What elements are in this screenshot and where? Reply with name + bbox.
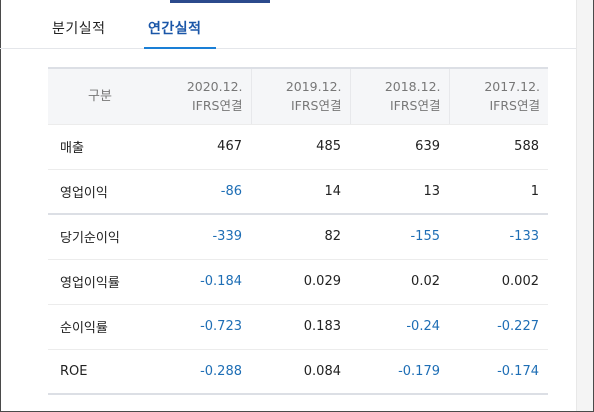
cell-value: 82 bbox=[251, 214, 350, 260]
row-label-net-margin: 순이익률 bbox=[48, 304, 152, 350]
cell-value: 639 bbox=[350, 124, 449, 170]
cell-value: 467 bbox=[152, 124, 251, 170]
row-label-operating-margin: 영업이익률 bbox=[48, 259, 152, 305]
cell-value: 0.084 bbox=[251, 349, 350, 395]
row-label-net-income: 당기순이익 bbox=[48, 214, 152, 260]
cell-value: -86 bbox=[152, 169, 251, 215]
header-basis: IFRS연결 bbox=[489, 98, 541, 114]
row-label-roe: ROE bbox=[48, 349, 152, 395]
header-period: 2020.12. bbox=[186, 79, 243, 95]
top-accent-bar bbox=[170, 0, 270, 3]
tab-quarterly-results[interactable]: 분기실적 bbox=[52, 21, 106, 37]
cell-value: 0.02 bbox=[350, 259, 449, 305]
cell-value: 13 bbox=[350, 169, 449, 215]
cell-value: -0.24 bbox=[350, 304, 449, 350]
cell-value: -0.174 bbox=[449, 349, 548, 395]
cell-value: -0.723 bbox=[152, 304, 251, 350]
table-row: ROE -0.288 0.084 -0.179 -0.174 bbox=[48, 349, 548, 395]
cell-value: -0.288 bbox=[152, 349, 251, 395]
header-period: 2017.12. bbox=[484, 79, 540, 95]
cell-value: -0.179 bbox=[350, 349, 449, 395]
header-basis: IFRS연결 bbox=[192, 98, 243, 114]
cell-value: 0.183 bbox=[251, 304, 350, 350]
cell-value: 1 bbox=[449, 169, 548, 215]
header-col-2017: 2017.12. IFRS연결 bbox=[448, 67, 548, 125]
cell-value: 0.002 bbox=[449, 259, 548, 305]
row-label-operating-profit: 영업이익 bbox=[48, 169, 152, 215]
vertical-scrollbar[interactable] bbox=[576, 0, 593, 411]
header-basis: IFRS연결 bbox=[291, 98, 342, 114]
financial-results-table: 구분 2020.12. IFRS연결 2019.12. IFRS연결 2018.… bbox=[48, 67, 548, 395]
tab-annual-results[interactable]: 연간실적 bbox=[148, 21, 202, 37]
table-row: 영업이익 -86 14 13 1 bbox=[48, 169, 548, 215]
table-row: 당기순이익 -339 82 -155 -133 bbox=[48, 214, 548, 260]
cell-value: -0.227 bbox=[449, 304, 548, 350]
cell-value: -0.184 bbox=[152, 259, 251, 305]
header-col-2018: 2018.12. IFRS연결 bbox=[349, 67, 449, 125]
cell-value: 0.029 bbox=[251, 259, 350, 305]
cell-value: -133 bbox=[449, 214, 548, 260]
cell-value: -155 bbox=[350, 214, 449, 260]
header-category: 구분 bbox=[48, 67, 152, 125]
cell-value: -339 bbox=[152, 214, 251, 260]
cell-value: 14 bbox=[251, 169, 350, 215]
row-label-revenue: 매출 bbox=[48, 124, 152, 170]
cell-value: 588 bbox=[449, 124, 548, 170]
active-tab-indicator bbox=[144, 47, 216, 49]
header-col-2020: 2020.12. IFRS연결 bbox=[152, 67, 251, 125]
table-header-row: 구분 2020.12. IFRS연결 2019.12. IFRS연결 2018.… bbox=[48, 67, 548, 125]
header-basis: IFRS연결 bbox=[390, 98, 441, 114]
header-col-2019: 2019.12. IFRS연결 bbox=[250, 67, 350, 125]
table-row: 영업이익률 -0.184 0.029 0.02 0.002 bbox=[48, 259, 548, 305]
tab-bar: 분기실적 연간실적 bbox=[0, 0, 576, 49]
cell-value: 485 bbox=[251, 124, 350, 170]
header-period: 2019.12. bbox=[285, 79, 342, 95]
table-row: 순이익률 -0.723 0.183 -0.24 -0.227 bbox=[48, 304, 548, 350]
header-period: 2018.12. bbox=[384, 79, 441, 95]
table-row: 매출 467 485 639 588 bbox=[48, 124, 548, 170]
